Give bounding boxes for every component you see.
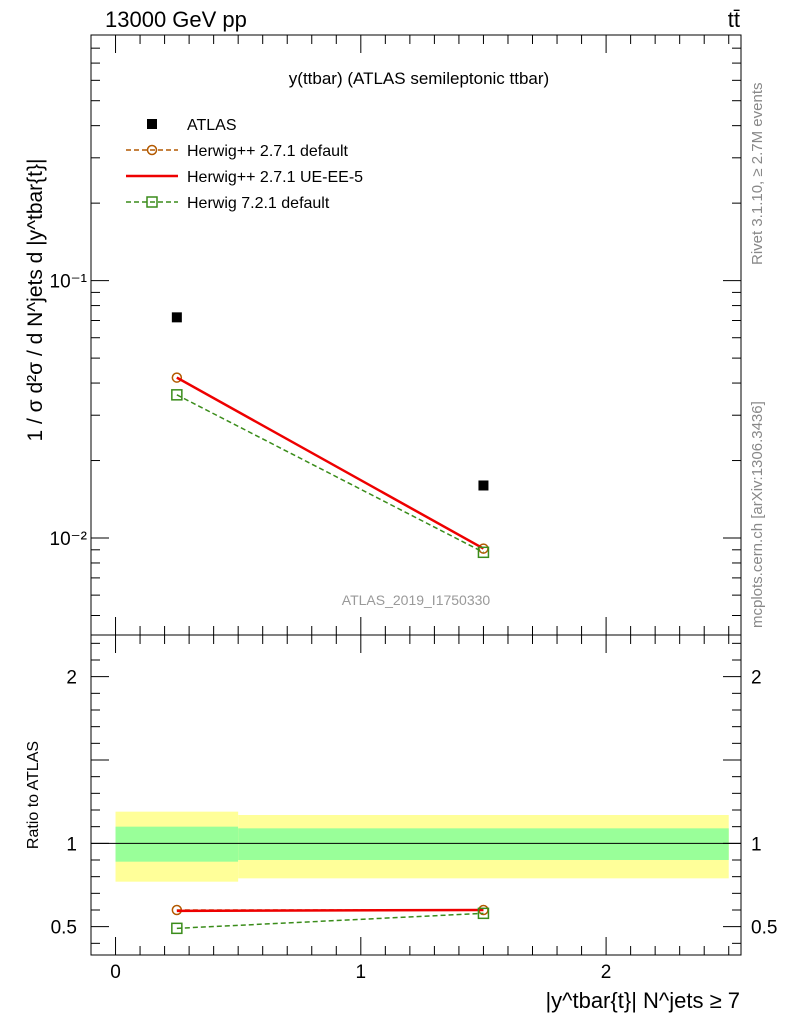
- legend-marker-herwig-7-2-1-default: [146, 196, 158, 208]
- ratio-panel: 0.5 0.5 1 1 2 2 0 1 2 Ratio to ATLAS |y^tbar{t}|…: [25, 634, 777, 1013]
- ratio-axis-ticks: 0.5 0.5 1 1 2 2 0 1 2: [51, 635, 777, 983]
- chart-title: y(ttbar) (ATLAS semileptonic ttbar): [289, 69, 549, 88]
- main-axis-ticks: 10⁻¹ 10⁻²: [50, 34, 741, 635]
- ratio-frame: [90, 634, 742, 956]
- ratio-line-herwig-7-2-1-default: [176, 912, 484, 930]
- legend-marker-herwig-2-7-1-default: [146, 144, 158, 156]
- ratio-y-axis-label: Ratio to ATLAS: [25, 741, 42, 849]
- mcplots-label: mcplots.cern.ch [arXiv:1306.3436]: [749, 401, 766, 628]
- x-tick-label: 2: [601, 962, 612, 983]
- main-point-herwig-2-7-1-default: [171, 372, 183, 383]
- main-panel: 10⁻¹ 10⁻² y(ttbar) (ATLAS semileptonic tt…: [24, 34, 742, 636]
- process-label: tt̄: [728, 7, 740, 32]
- ratio-inner-band: [238, 828, 729, 860]
- ratio-y-tick-label-right: 2: [751, 668, 762, 689]
- x-tick-label: 0: [110, 962, 121, 983]
- ratio-data-layer: [91, 811, 741, 935]
- main-line-herwig-7-2-1-default: [176, 394, 484, 553]
- legend: ATLAS Herwig++ 2.7.1 default Herwig++ 2.7.…: [126, 117, 363, 212]
- main-y-axis-label: 1 / σ d²σ / d N^jets d |y^tbar{t}|: [24, 159, 47, 442]
- main-y-tick-label: 10⁻²: [50, 529, 88, 550]
- x-tick-label: 1: [356, 962, 367, 983]
- legend-label-herwig-7-2-1-default: Herwig 7.2.1 default: [187, 195, 330, 212]
- ratio-y-tick-label-left: 1: [66, 834, 77, 855]
- main-point-herwig-7-2-1-default: [171, 389, 183, 401]
- main-point-atlas: [171, 312, 182, 323]
- ratio-point-herwig-7-2-1-default: [477, 907, 490, 920]
- main-point-herwig-7-2-1-default: [477, 546, 490, 559]
- main-data-layer: [171, 312, 490, 559]
- legend-label-herwig-2-7-1-ue-ee-5: Herwig++ 2.7.1 UE-EE-5: [187, 169, 363, 186]
- main-point-atlas: [478, 480, 489, 491]
- ratio-y-tick-label-right: 0.5: [751, 918, 777, 939]
- ratio-line-herwig-2-7-1-ue-ee-5: [176, 908, 484, 913]
- legend-marker-atlas: [147, 119, 157, 129]
- analysis-label: ATLAS_2019_I1750330: [342, 592, 491, 608]
- legend-label-herwig-2-7-1-default: Herwig++ 2.7.1 default: [187, 143, 349, 160]
- legend-label-atlas: ATLAS: [187, 117, 237, 134]
- ratio-y-tick-label-left: 2: [66, 668, 77, 689]
- ratio-point-herwig-7-2-1-default: [171, 922, 183, 935]
- x-axis-label: |y^tbar{t}| N^jets ≥ 7: [545, 988, 740, 1013]
- ratio-y-tick-label-right: 1: [751, 834, 762, 855]
- rivet-label: Rivet 3.1.10, ≥ 2.7M events: [749, 83, 766, 266]
- ratio-y-tick-label-left: 0.5: [51, 918, 77, 939]
- main-y-tick-label: 10⁻¹: [50, 272, 88, 293]
- ratio-inner-band: [115, 826, 239, 862]
- energy-label: 13000 GeV pp: [105, 7, 247, 32]
- main-line-herwig-2-7-1-ue-ee-5: [176, 376, 485, 550]
